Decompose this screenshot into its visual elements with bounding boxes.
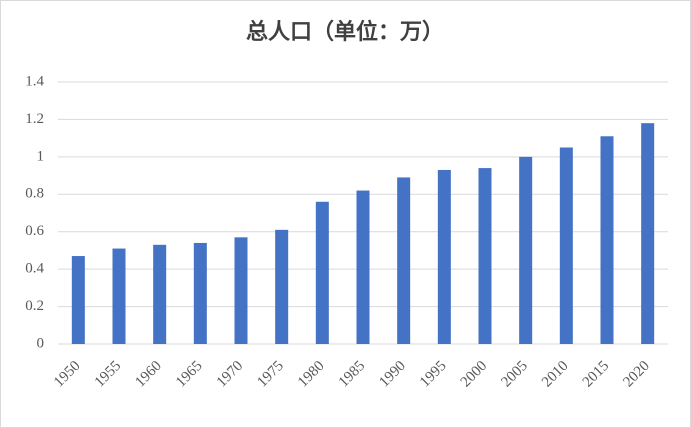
bar bbox=[153, 244, 167, 344]
bar bbox=[641, 123, 655, 345]
bar bbox=[193, 242, 207, 344]
bar bbox=[600, 136, 614, 344]
chart-title: 总人口（单位：万） bbox=[246, 19, 444, 44]
y-tick-label: 1.4 bbox=[25, 73, 44, 89]
y-tick-label: 0.2 bbox=[25, 298, 44, 314]
y-tick-label: 0 bbox=[37, 335, 45, 351]
bar bbox=[71, 256, 85, 344]
y-tick-label: 1.2 bbox=[25, 111, 44, 127]
bar bbox=[437, 169, 451, 344]
y-tick-label: 0.8 bbox=[25, 186, 44, 202]
bar bbox=[356, 190, 370, 344]
y-tick-label: 0.6 bbox=[25, 223, 44, 239]
bar bbox=[234, 237, 248, 344]
bar bbox=[315, 201, 329, 344]
bar bbox=[478, 168, 492, 344]
bar bbox=[559, 147, 573, 344]
y-tick-label: 0.4 bbox=[25, 261, 44, 277]
y-tick-label: 1 bbox=[37, 148, 45, 164]
bar bbox=[397, 177, 411, 344]
bar bbox=[519, 156, 533, 344]
bar bbox=[275, 229, 289, 344]
bar bbox=[112, 248, 126, 344]
